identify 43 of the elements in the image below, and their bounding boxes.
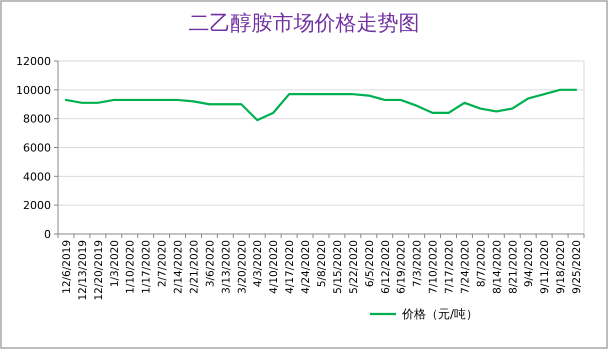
x-tick-label: 1/3/2020 <box>108 240 121 288</box>
y-tick-label: 0 <box>44 228 51 241</box>
x-tick-label: 6/19/2020 <box>396 240 408 294</box>
x-tick-label: 5/8/2020 <box>316 240 328 288</box>
x-tick-label: 4/3/2020 <box>252 240 264 288</box>
x-tick-label: 3/13/2020 <box>220 240 232 294</box>
x-tick-label: 7/3/2020 <box>412 240 424 288</box>
y-tick-label: 8000 <box>23 112 51 126</box>
x-tick-label: 9/11/2020 <box>539 240 552 294</box>
x-tick-label: 9/18/2020 <box>555 240 568 294</box>
x-tick-label: 5/22/2020 <box>348 240 360 294</box>
x-tick-label: 9/25/2020 <box>571 240 584 294</box>
x-tick-label: 7/24/2020 <box>459 240 472 294</box>
x-tick-label: 8/21/2020 <box>507 240 520 294</box>
y-tick-label: 10000 <box>16 84 51 97</box>
x-tick-label: 12/6/2019 <box>60 240 73 294</box>
x-tick-label: 3/20/2020 <box>236 240 248 294</box>
y-tick-label: 12000 <box>16 55 51 68</box>
y-tick-label: 2000 <box>23 199 51 212</box>
x-tick-label: 4/17/2020 <box>284 240 296 294</box>
chart-title: 二乙醇胺市场价格走势图 <box>188 11 420 35</box>
x-tick-label: 8/7/2020 <box>475 240 488 288</box>
x-tick-label: 2/14/2020 <box>172 240 185 294</box>
line-series <box>64 88 578 122</box>
x-tick-label: 6/12/2020 <box>380 240 392 294</box>
x-tick-label: 9/4/2020 <box>523 240 536 288</box>
x-tick-label: 4/24/2020 <box>300 240 312 294</box>
x-tick-label: 5/15/2020 <box>332 240 344 294</box>
x-tick-label: 7/10/2020 <box>428 240 440 294</box>
x-tick-label: 2/21/2020 <box>188 240 200 294</box>
x-tick-label: 3/6/2020 <box>204 240 216 288</box>
x-tick-label: 12/13/2019 <box>76 240 89 301</box>
x-tick-label: 4/10/2020 <box>268 240 280 294</box>
x-tick-label: 12/20/2019 <box>92 240 105 301</box>
y-tick-label: 4000 <box>23 170 51 184</box>
x-tick-label: 1/10/2020 <box>124 240 137 294</box>
x-tick-label: 7/17/2020 <box>444 240 456 294</box>
x-tick-label: 8/14/2020 <box>491 240 504 294</box>
x-tick-label: 2/7/2020 <box>156 240 169 288</box>
x-tick-label: 6/5/2020 <box>364 240 376 288</box>
y-tick-label: 6000 <box>23 142 51 154</box>
legend-label: 价格（元/吨） <box>401 307 478 321</box>
x-tick-label: 1/17/2020 <box>140 240 153 294</box>
